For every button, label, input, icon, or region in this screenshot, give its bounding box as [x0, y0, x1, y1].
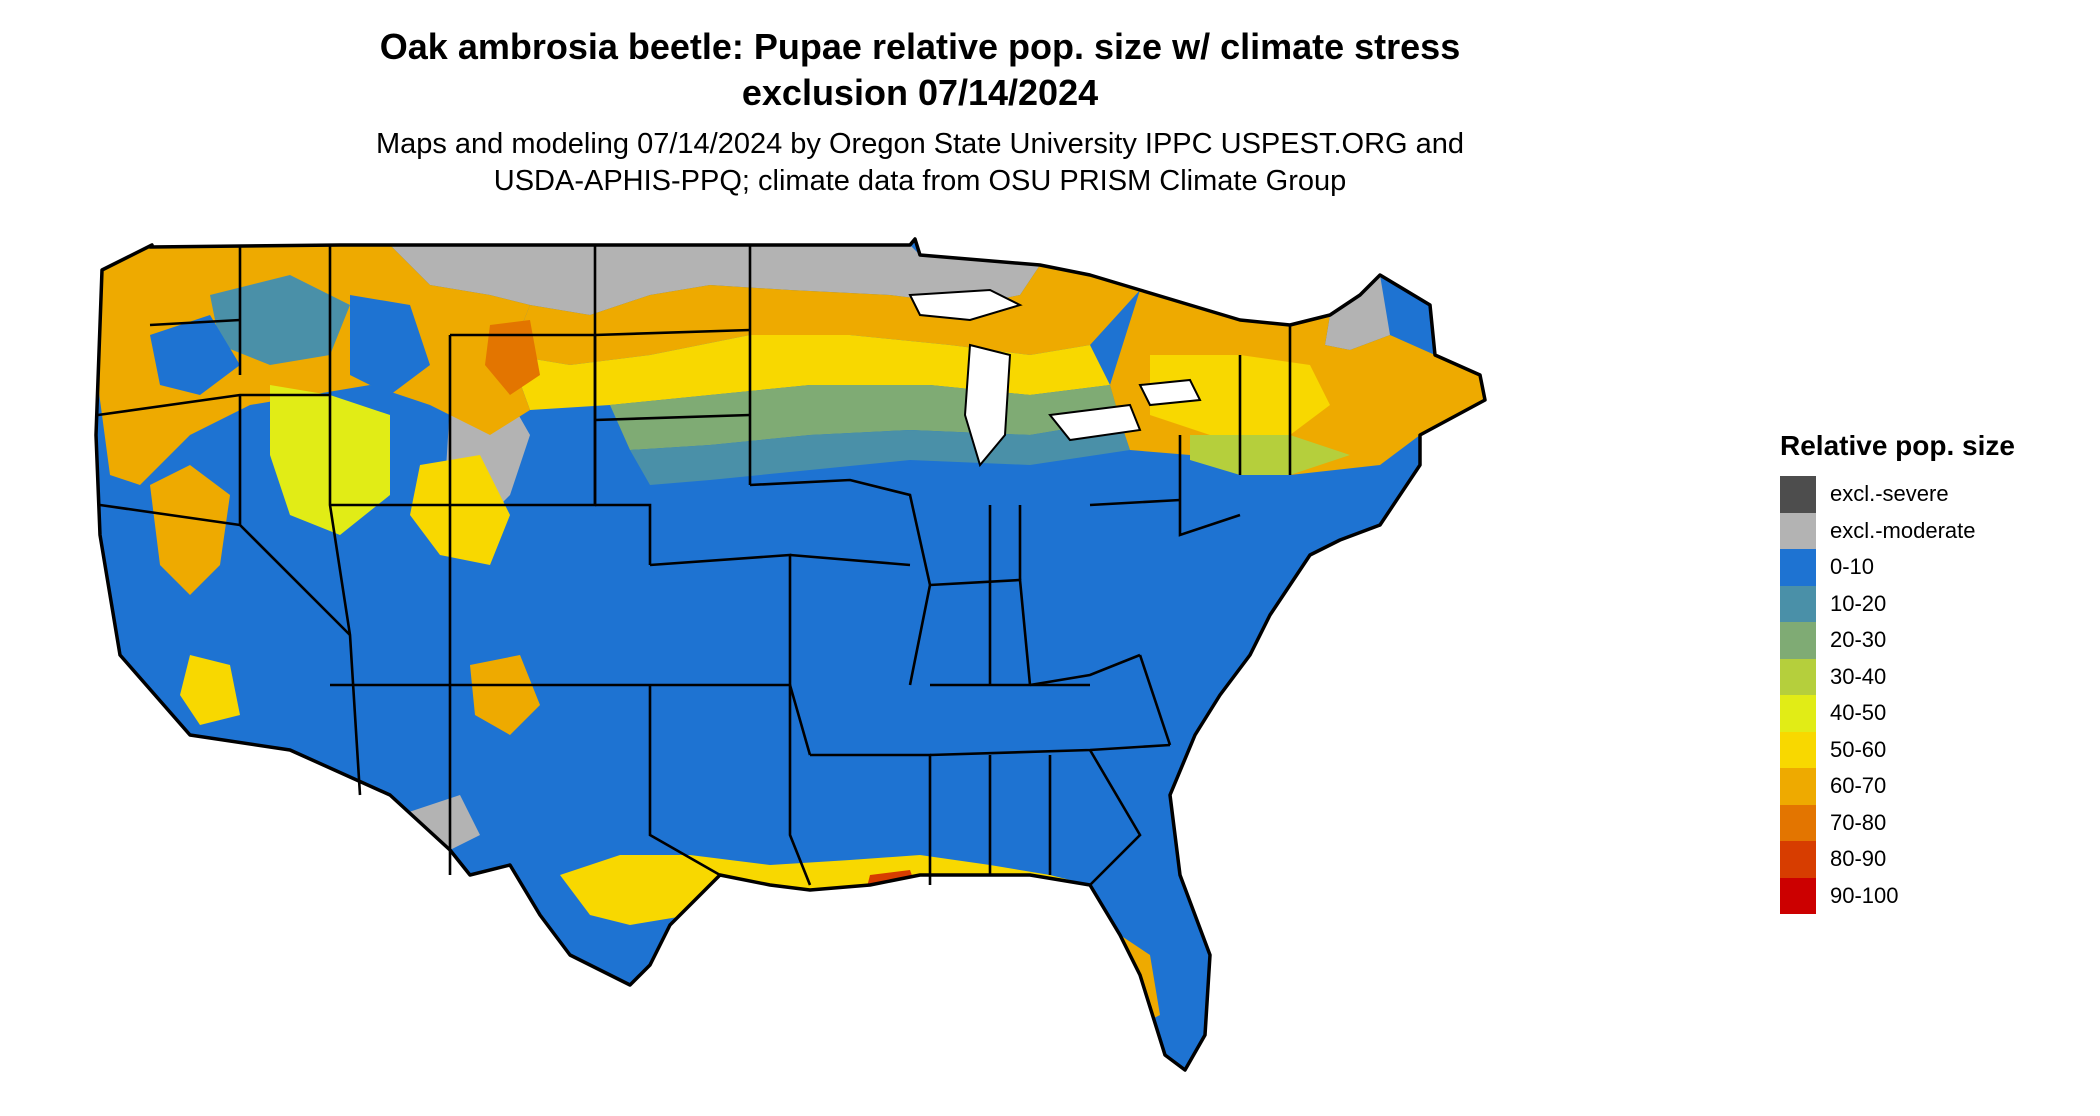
zone-north-central-yellow [510, 335, 1110, 410]
legend-label: 40-50 [1830, 700, 1887, 726]
state-border [789, 553, 911, 567]
legend-label: 70-80 [1830, 809, 1887, 835]
legend-item: 60-70 [1780, 768, 2015, 805]
legend-label: 60-70 [1830, 773, 1887, 799]
zone-wyoming-red [485, 320, 540, 395]
zone-colorado-yellow [410, 455, 510, 565]
map-subtitle: Maps and modeling 07/14/2024 by Oregon S… [0, 126, 1840, 200]
map-subtitle-line-1: Maps and modeling 07/14/2024 by Oregon S… [375, 128, 1465, 160]
legend-label: 50-60 [1830, 736, 1887, 762]
legend-swatch [1780, 768, 1816, 805]
state-border [1088, 749, 1142, 886]
zone-arizona-orange [470, 655, 540, 735]
state-border [1089, 498, 1181, 507]
zone-montana-blue [350, 295, 430, 395]
state-border [788, 685, 812, 886]
legend-item: excl.-severe [1780, 476, 2015, 513]
legend-swatch [1780, 731, 1816, 768]
legend-label: 0-10 [1830, 554, 1875, 580]
us-outline [94, 237, 1487, 1072]
legend-item: 50-60 [1780, 731, 2015, 768]
legend-swatch [1780, 804, 1816, 841]
legend-label: 10-20 [1830, 590, 1887, 616]
lake-superior [908, 288, 1023, 322]
legend-label: excl.-severe [1830, 481, 1949, 507]
zone-california-orange [150, 465, 230, 595]
zone-maine-gray [1325, 275, 1390, 350]
legend-item: 10-20 [1780, 585, 2015, 622]
state-borders [97, 245, 1292, 886]
legend-swatch [1780, 585, 1816, 622]
legend-item: 70-80 [1780, 804, 2015, 841]
legend-label: 30-40 [1830, 663, 1887, 689]
zone-idaho-teal [210, 275, 350, 365]
legend-label: 20-30 [1830, 627, 1887, 653]
state-border [99, 503, 241, 527]
legend-label: excl.-moderate [1830, 517, 1976, 543]
zone-newengland-green [1190, 435, 1350, 475]
lake-michigan [963, 343, 1012, 468]
legend-swatch [1780, 512, 1816, 549]
zone-socal-yellow [180, 655, 240, 725]
lake-ontario [1138, 378, 1202, 407]
state-border [149, 318, 241, 327]
legend-item: 30-40 [1780, 658, 2015, 695]
legend-item: excl.-moderate [1780, 512, 2015, 549]
legend-swatch [1780, 476, 1816, 513]
map-subtitle-line-2: USDA-APHIS-PPQ; climate data from OSU PR… [493, 165, 1347, 197]
legend-swatch [1780, 841, 1816, 878]
zone-north-central-orange [510, 265, 1140, 365]
legend-swatch [1780, 695, 1816, 732]
legend-item: 80-90 [1780, 841, 2015, 878]
legend-item: 90-100 [1780, 877, 2015, 914]
us-population-map [94, 237, 1487, 1072]
state-border [648, 685, 721, 877]
lake-erie [1048, 403, 1142, 442]
state-border [328, 395, 362, 796]
legend-swatch [1780, 658, 1816, 695]
map-title-line-1: Oak ambrosia beetle: Pupae relative pop.… [379, 26, 1461, 67]
legend-swatch [1780, 622, 1816, 659]
legend-title: Relative pop. size [1780, 430, 2015, 461]
state-border [1138, 654, 1172, 746]
state-border [594, 413, 751, 422]
state-border [595, 503, 652, 565]
state-border [1029, 653, 1141, 687]
legend: Relative pop. size excl.-severe excl.-mod… [1780, 430, 2015, 914]
legend-label: 80-90 [1830, 846, 1887, 872]
map-title: Oak ambrosia beetle: Pupae relative pop.… [0, 24, 1840, 116]
state-border [594, 328, 751, 337]
legend-label: 90-100 [1830, 882, 1899, 908]
zone-washington-blue [150, 315, 240, 395]
legend-items: excl.-severe excl.-moderate 0-10 10-20 20-30… [1780, 476, 2015, 914]
zone-northwest-orange [98, 245, 530, 485]
legend-swatch [1780, 549, 1816, 586]
map-title-line-2: exclusion 07/14/2024 [741, 72, 1099, 113]
state-border [1178, 435, 1241, 537]
zone-northern-plains-gray [390, 245, 1040, 315]
legend-item: 40-50 [1780, 695, 2015, 732]
legend-swatch [1780, 877, 1816, 914]
state-border [749, 478, 932, 686]
legend-item: 0-10 [1780, 549, 2015, 586]
map-fill-layer [96, 239, 1485, 1070]
legend-item: 20-30 [1780, 622, 2015, 659]
